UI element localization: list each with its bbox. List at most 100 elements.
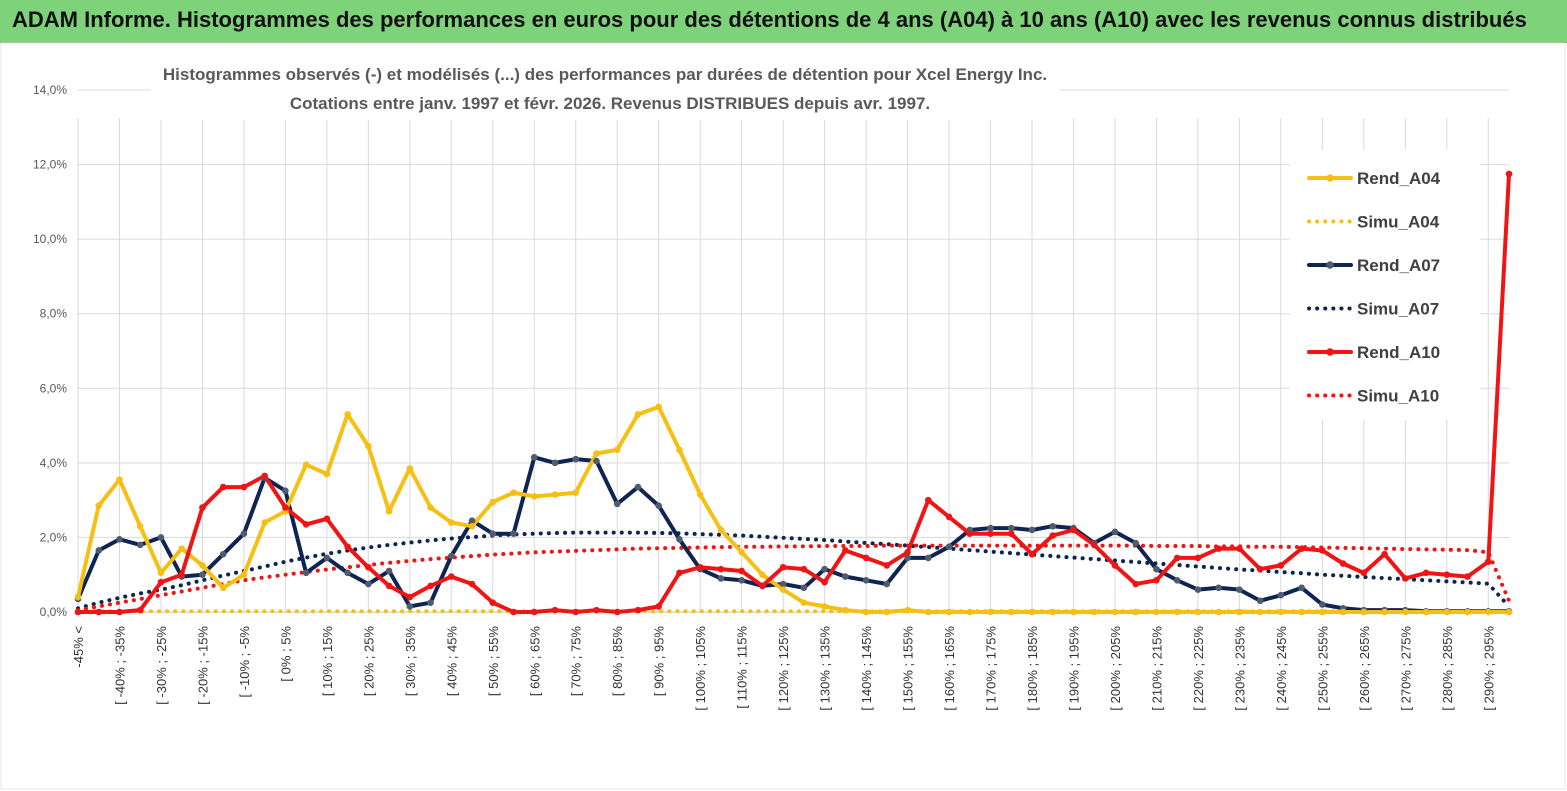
x-tick-label: [ 0% ; 5% (278, 626, 293, 682)
x-tick-label: [ 230% ; 235% (1232, 626, 1247, 711)
data-point (385, 582, 393, 590)
data-point (530, 608, 538, 616)
data-point (1339, 560, 1347, 567)
data-point (1402, 575, 1409, 582)
x-tick-label: [ 120% ; 125% (776, 626, 791, 711)
data-point (696, 563, 704, 571)
data-point (95, 608, 103, 616)
x-tick-label: [ 280% ; 285% (1440, 626, 1455, 711)
data-point (427, 582, 434, 590)
data-point (1505, 170, 1513, 178)
data-point (510, 489, 517, 496)
data-point (1070, 608, 1077, 616)
data-point (821, 578, 828, 586)
data-point (738, 549, 745, 556)
data-point (613, 608, 621, 616)
data-point (613, 446, 621, 454)
x-tick-label: [ 60% ; 65% (527, 626, 542, 697)
data-point (613, 500, 621, 508)
data-point (1173, 608, 1181, 616)
data-point (219, 550, 227, 558)
data-point (199, 571, 206, 579)
x-axis: -45% < [ -40% ; -35% [ -30% ; -25% [ -20% ;… (71, 626, 1496, 711)
x-tick-label: [ 260% ; 265% (1357, 626, 1372, 711)
data-point (1111, 608, 1119, 616)
data-point (1111, 528, 1119, 536)
data-point (738, 577, 745, 584)
data-point (945, 543, 953, 551)
data-point (1484, 608, 1492, 616)
data-point (634, 606, 642, 614)
data-point (1422, 569, 1430, 577)
data-point (1298, 584, 1305, 592)
data-point (385, 567, 393, 575)
legend-marker (1326, 348, 1334, 356)
data-point (1132, 580, 1139, 588)
y-tick-label: 8,0% (40, 307, 68, 321)
data-point (1153, 577, 1160, 584)
x-tick-label: [ 170% ; 175% (984, 626, 999, 711)
data-point (842, 547, 849, 554)
x-tick-label: [ 180% ; 185% (1025, 626, 1040, 711)
legend-marker (1326, 261, 1334, 269)
legend-background (1290, 150, 1480, 420)
y-axis: 0,0% 2,0% 4,0% 6,0% 8,0% 10,0% 12,0% 14,0% (33, 83, 67, 619)
data-point (1173, 554, 1181, 562)
data-point (1256, 608, 1264, 616)
legend-marker (1326, 174, 1334, 182)
data-point (966, 530, 974, 537)
data-point (821, 565, 828, 573)
data-point (1464, 608, 1471, 616)
data-point (1360, 569, 1368, 577)
data-point (199, 562, 206, 569)
legend-label: Simu_A10 (1357, 387, 1439, 406)
data-point (779, 563, 787, 571)
data-point (199, 504, 206, 511)
data-point (489, 498, 497, 506)
x-tick-label: [ 110% ; 115% (735, 626, 750, 709)
data-point (1132, 539, 1139, 547)
data-point (1236, 608, 1243, 616)
data-point (157, 578, 165, 586)
x-tick-label: [ 190% ; 195% (1066, 626, 1081, 711)
data-point (1194, 586, 1202, 593)
data-point (1443, 608, 1451, 616)
data-point (1319, 608, 1326, 616)
data-point (323, 554, 331, 562)
data-point (759, 582, 766, 590)
chart-subtitle: Cotations entre janv. 1997 et févr. 2026… (290, 94, 930, 113)
data-point (655, 403, 662, 411)
data-point (427, 599, 434, 606)
data-point (1422, 608, 1430, 616)
data-point (1484, 558, 1492, 565)
data-point (240, 571, 248, 579)
data-point (302, 521, 310, 528)
x-tick-label: [ 50% ; 55% (486, 626, 501, 697)
data-point (779, 586, 787, 593)
data-point (240, 483, 248, 491)
marker-layer (74, 170, 1513, 616)
data-point (572, 455, 580, 463)
data-point (987, 530, 994, 537)
data-point (1236, 586, 1243, 593)
data-point (738, 567, 745, 575)
data-point (593, 606, 600, 614)
x-tick-label: [ 160% ; 165% (942, 626, 957, 711)
data-point (1049, 532, 1057, 539)
data-point (344, 569, 351, 577)
x-tick-label: [ 100% ; 105% (693, 626, 708, 711)
report-banner: ADAM Informe. Histogrammes des performan… (0, 0, 1567, 43)
x-tick-label: [ -40% ; -35% (112, 626, 127, 705)
data-point (862, 554, 870, 562)
data-point (655, 502, 662, 510)
data-point (74, 608, 82, 616)
data-point (1090, 608, 1098, 616)
data-point (1215, 608, 1222, 616)
data-point (655, 603, 662, 610)
data-point (530, 453, 538, 461)
x-tick-label: [ 250% ; 255% (1315, 626, 1330, 711)
data-point (987, 524, 994, 532)
data-point (883, 562, 891, 569)
data-point (1277, 591, 1285, 599)
data-point (676, 446, 683, 454)
